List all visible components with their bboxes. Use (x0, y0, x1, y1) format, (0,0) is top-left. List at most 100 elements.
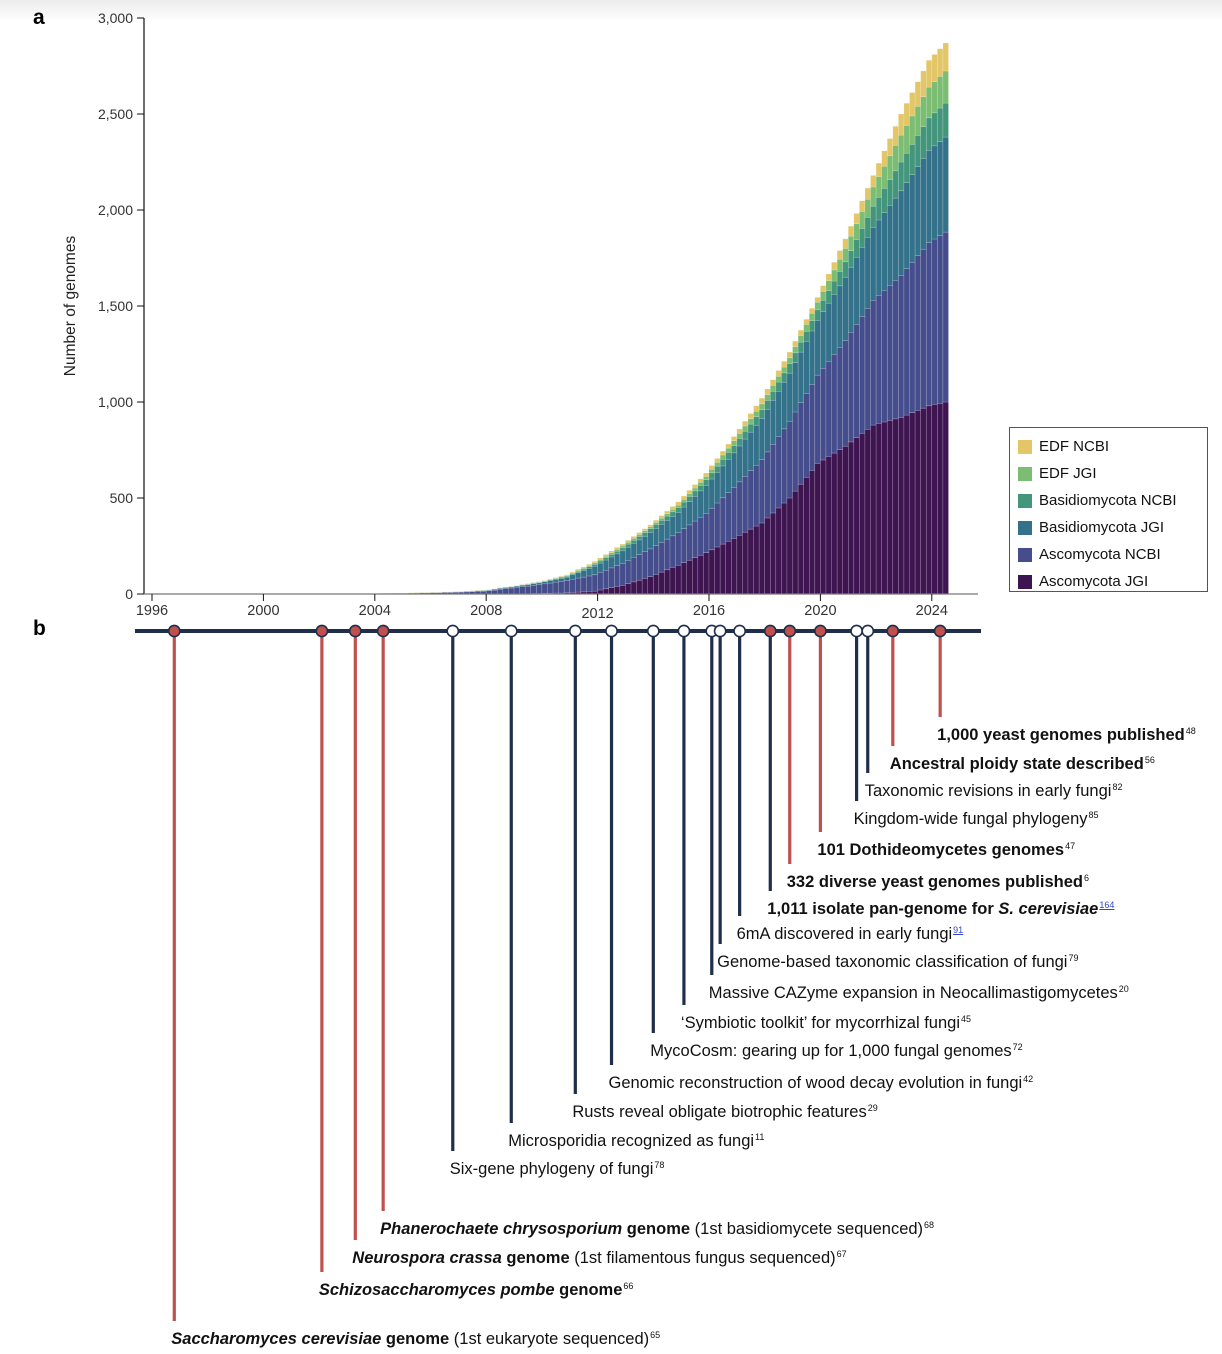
y-tick-label: 0 (125, 586, 133, 602)
bar-ascomycota-jgi (742, 531, 749, 595)
bar-edf-jgi (675, 504, 682, 508)
bar-basidiomycota-jgi (881, 212, 888, 291)
bar-basidiomycota-jgi (786, 372, 793, 422)
y-tick-label: 500 (110, 490, 134, 506)
bar-ascomycota-ncbi (914, 255, 921, 411)
bar-ascomycota-jgi (597, 589, 604, 595)
bar-ascomycota-jgi (831, 452, 838, 595)
bar-ascomycota-jgi (692, 557, 699, 595)
bar-ascomycota-ncbi (508, 587, 515, 595)
bar-ascomycota-jgi (942, 401, 949, 595)
bar-basidiomycota-ncbi (586, 566, 593, 569)
bar-edf-ncbi (614, 547, 621, 550)
bar-ascomycota-ncbi (547, 582, 554, 594)
event-label-text: (1st basidiomycete sequenced) (690, 1220, 924, 1238)
reference-number: 65 (650, 1330, 661, 1340)
bar-basidiomycota-jgi (675, 512, 682, 533)
bar-edf-jgi (647, 526, 654, 529)
bar-basidiomycota-jgi (875, 219, 882, 296)
bar-basidiomycota-ncbi (602, 557, 609, 561)
bar-edf-ncbi (658, 515, 665, 519)
bar-edf-ncbi (764, 388, 771, 395)
bar-ascomycota-jgi (898, 417, 905, 595)
bar-edf-ncbi (697, 478, 704, 483)
event-label-text: ‘Symbiotic toolkit’ for mycorrhizal fung… (680, 1014, 960, 1032)
bar-ascomycota-ncbi (686, 524, 693, 561)
bar-basidiomycota-ncbi (853, 239, 860, 258)
bar-basidiomycota-jgi (886, 205, 894, 286)
bar-ascomycota-ncbi (836, 347, 843, 450)
bar-basidiomycota-jgi (552, 579, 559, 583)
bar-basidiomycota-ncbi (875, 197, 882, 221)
bar-ascomycota-ncbi (614, 565, 621, 587)
bar-basidiomycota-jgi (831, 294, 838, 355)
bar-basidiomycota-jgi (903, 182, 910, 270)
legend-item-ascomycota-ncbi: Ascomycota NCBI (1018, 541, 1207, 568)
reference-number[interactable]: 164 (1099, 900, 1115, 910)
reference-number: 66 (623, 1281, 634, 1291)
bar-edf-jgi (942, 70, 949, 104)
legend-item-basidiomycota-ncbi: Basidiomycota NCBI (1018, 487, 1207, 514)
bar-edf-ncbi (736, 428, 743, 434)
x-tick-label: 2016 (693, 603, 725, 619)
bar-ascomycota-ncbi (497, 588, 504, 595)
bar-basidiomycota-ncbi (881, 188, 888, 213)
bar-ascomycota-ncbi (552, 581, 559, 594)
y-tick-label: 3,000 (98, 10, 133, 26)
bar-edf-ncbi (708, 465, 715, 470)
bar-edf-jgi (797, 335, 804, 343)
bar-basidiomycota-ncbi (597, 560, 604, 564)
bar-edf-ncbi (575, 568, 582, 571)
bar-edf-ncbi (641, 528, 648, 531)
bar-edf-ncbi (842, 238, 849, 249)
bar-edf-jgi (636, 534, 643, 537)
bar-basidiomycota-ncbi (630, 539, 637, 544)
event-label-text: genome (501, 1249, 570, 1267)
reference-number: 42 (1023, 1074, 1034, 1084)
bar-edf-ncbi (892, 126, 899, 146)
bar-edf-jgi (708, 468, 715, 474)
bar-ascomycota-jgi (703, 552, 710, 595)
bar-basidiomycota-jgi (719, 465, 726, 499)
bar-basidiomycota-jgi (942, 136, 949, 233)
bar-ascomycota-jgi (653, 574, 660, 595)
bar-edf-ncbi (630, 536, 637, 539)
bar-edf-ncbi (725, 443, 732, 449)
reference-number[interactable]: 91 (953, 925, 964, 935)
bar-ascomycota-jgi (697, 554, 704, 595)
event-label: Phanerochaete chrysosporium genome (1st … (380, 1215, 934, 1239)
bar-ascomycota-ncbi (536, 584, 543, 594)
bar-basidiomycota-ncbi (625, 543, 632, 548)
bar-basidiomycota-ncbi (814, 309, 821, 321)
bar-ascomycota-ncbi (530, 585, 537, 594)
bar-ascomycota-jgi (848, 441, 855, 595)
bar-ascomycota-jgi (602, 588, 609, 595)
bar-ascomycota-ncbi (797, 402, 804, 485)
event-label: 1,011 isolate pan-genome for S. cerevisi… (767, 895, 1114, 919)
bar-edf-ncbi (775, 370, 782, 377)
bar-edf-ncbi (742, 420, 749, 427)
bar-edf-ncbi (664, 510, 671, 514)
bar-basidiomycota-ncbi (647, 528, 654, 533)
event-label: Massive CAZyme expansion in Neocallimast… (709, 979, 1129, 1003)
bar-ascomycota-ncbi (758, 459, 765, 524)
bar-basidiomycota-jgi (914, 166, 921, 256)
bar-basidiomycota-jgi (558, 578, 565, 582)
bar-edf-jgi (809, 313, 816, 321)
bar-basidiomycota-ncbi (708, 472, 715, 480)
bar-edf-ncbi (580, 566, 587, 569)
bar-ascomycota-jgi (636, 579, 643, 595)
event-label-text: 332 diverse yeast genomes published (786, 873, 1083, 891)
bar-edf-ncbi (563, 574, 570, 576)
bar-ascomycota-jgi (770, 512, 777, 595)
bar-basidiomycota-ncbi (797, 341, 804, 353)
x-tick-label: 2000 (247, 603, 279, 619)
bar-edf-ncbi (703, 472, 710, 477)
bar-basidiomycota-ncbi (641, 532, 648, 537)
bar-basidiomycota-ncbi (820, 299, 827, 313)
bar-ascomycota-ncbi (502, 588, 509, 595)
bar-edf-ncbi (569, 571, 576, 574)
bar-basidiomycota-jgi (747, 431, 754, 471)
bar-edf-jgi (937, 76, 944, 109)
bar-edf-jgi (725, 447, 732, 453)
